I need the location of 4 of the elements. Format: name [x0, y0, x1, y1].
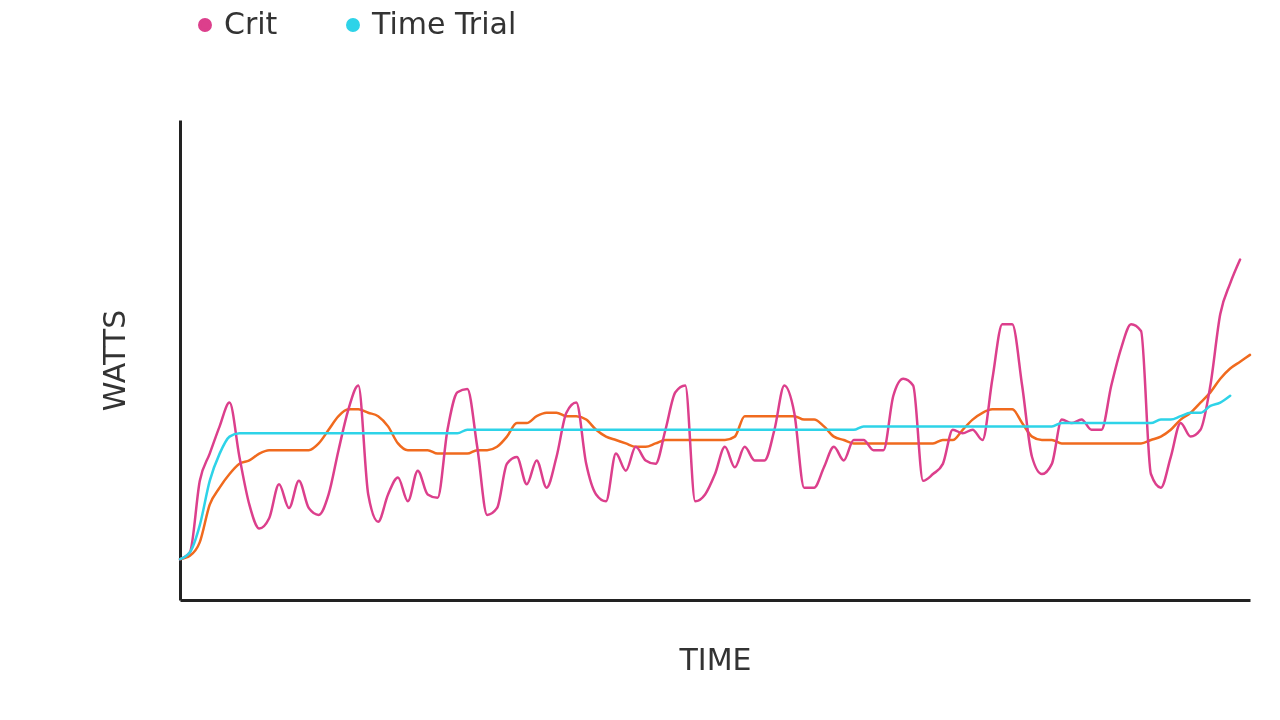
x-axis-title: TIME: [678, 641, 752, 677]
legend-label: Time Trial: [371, 6, 517, 41]
legend-label: Crit: [224, 6, 278, 41]
y-axis-title: WATTS: [96, 309, 132, 412]
